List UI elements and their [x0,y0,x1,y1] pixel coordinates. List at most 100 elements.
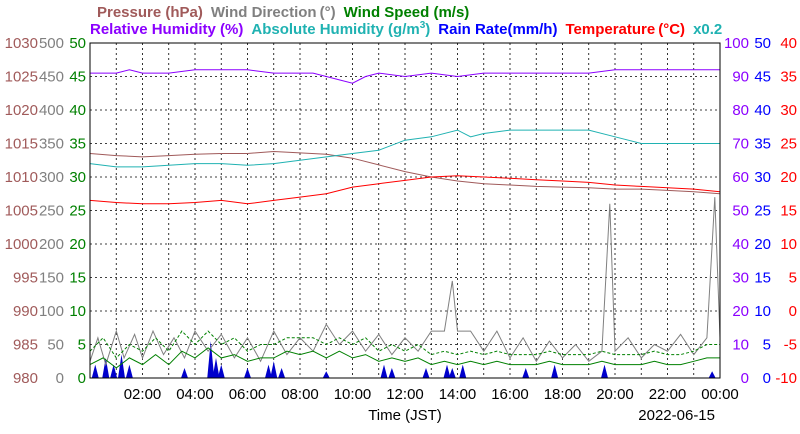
rain-rate-series [91,341,716,378]
legend-entry-close: ) [425,21,430,38]
rain-rate-spike [181,367,188,378]
tick-label-temperature: -10 [775,370,797,387]
tick-label-wind-direction: 250 [39,203,64,220]
rain-rate-spike [278,367,286,378]
legend-entry: Absolute Humidity (g/m [251,21,419,38]
legend-entry-unit: (°) [320,4,336,21]
series-lines [89,69,721,369]
x-tick-label: 02:00 [124,386,162,403]
tick-label-wind-speed: 30 [69,169,86,186]
tick-label-wind-speed: 35 [69,136,86,153]
tick-label-rain-rate: 5 [763,337,771,354]
legend-entry: Relative Humidity (%) [90,21,243,38]
rain-rate-spike [118,354,125,378]
legend-entry-sup: 3 [420,20,426,31]
rain-rate-spike [448,367,456,378]
tick-label-wind-speed: 20 [69,236,86,253]
tick-label-pressure: 980 [13,370,38,387]
tick-label-relative-humidity: 90 [732,69,749,86]
x-tick-label: 04:00 [176,386,214,403]
tick-label-pressure: 1025 [5,69,38,86]
tick-label-wind-speed: 5 [78,337,86,354]
tick-label-wind-speed: 45 [69,69,86,86]
series-line-wind-direction [89,197,721,367]
series-line-pressure-hpa [89,150,721,195]
tick-label-rain-rate: 15 [754,270,771,287]
tick-label-wind-speed: 25 [69,203,86,220]
rain-rate-spike [443,364,451,378]
tick-label-wind-direction: 350 [39,136,64,153]
rain-rate-spike [270,361,278,378]
legend-entry: Wind Speed (m/s) [344,4,470,21]
x-tick-label: 22:00 [649,386,687,403]
tick-label-wind-direction: 500 [39,35,64,52]
x-tick-label: 20:00 [596,386,634,403]
left-axes-ticks: 9809859909951000100510101015102010251030… [5,35,86,387]
tick-label-wind-direction: 450 [39,69,64,86]
tick-label-relative-humidity: 0 [741,370,749,387]
tick-label-temperature: 35 [780,69,797,86]
tick-label-pressure: 1020 [5,102,38,119]
tick-label-temperature: 30 [780,102,797,119]
rain-rate-spike [459,364,467,378]
tick-label-temperature: -5 [784,337,797,354]
legend-entry: Temperature [565,21,655,38]
tick-label-wind-speed: 40 [69,102,86,119]
tick-label-relative-humidity: 50 [732,203,749,220]
tick-label-relative-humidity: 100 [724,35,749,52]
tick-label-rain-rate: 35 [754,136,771,153]
tick-label-wind-direction: 400 [39,102,64,119]
tick-label-wind-direction: 0 [56,370,64,387]
tick-label-temperature: 15 [780,203,797,220]
tick-label-pressure: 1030 [5,35,38,52]
tick-label-wind-direction: 200 [39,236,64,253]
rain-rate-spike [522,367,530,378]
tick-label-relative-humidity: 60 [732,169,749,186]
tick-label-pressure: 1015 [5,136,38,153]
tick-label-temperature: 0 [789,303,797,320]
x-tick-label: 10:00 [334,386,372,403]
series-line-absolute-humidity-x0-2 [89,129,720,168]
tick-label-rain-rate: 25 [754,203,771,220]
series-line-wind-speed-gust-dashed [89,330,720,359]
legend-entry-unit: (°C) [658,21,685,38]
rain-rate-spike [110,364,118,378]
tick-label-pressure: 990 [13,303,38,320]
series-line-wind-speed-m-s [89,347,720,369]
tick-label-wind-direction: 50 [47,337,64,354]
rain-rate-spike [125,364,133,378]
rain-rate-spike [265,364,272,378]
series-line-relative-humidity [90,69,720,84]
tick-label-rain-rate: 30 [754,169,771,186]
x-axis-label: Time (JST) [368,407,442,424]
tick-label-pressure: 1010 [5,169,38,186]
x-tick-label: 12:00 [386,386,424,403]
tick-label-wind-direction: 150 [39,270,64,287]
tick-label-relative-humidity: 40 [732,236,749,253]
tick-label-relative-humidity: 80 [732,102,749,119]
tick-label-pressure: 995 [13,270,38,287]
tick-label-wind-direction: 100 [39,303,64,320]
x-tick-label: 16:00 [491,386,529,403]
tick-label-temperature: 25 [780,136,797,153]
rain-rate-spike [380,364,388,378]
grid [90,43,720,378]
legend-line-2: Relative Humidity (%) Absolute Humidity (… [90,20,722,38]
tick-label-temperature: 10 [780,236,797,253]
tick-label-rain-rate: 10 [754,303,771,320]
x-tick-label: 06:00 [229,386,267,403]
tick-label-relative-humidity: 70 [732,136,749,153]
tick-label-rain-rate: 20 [754,236,771,253]
legend-entry: Pressure (hPa) [97,4,203,21]
tick-label-pressure: 1000 [5,236,38,253]
tick-label-wind-speed: 15 [69,270,86,287]
rain-rate-spike [551,364,559,378]
tick-label-wind-speed: 10 [69,303,86,320]
rain-rate-spike [207,341,215,378]
tick-label-temperature: 40 [780,35,797,52]
legend-entry: x0.2 [693,21,722,38]
legend-line-1: Pressure (hPa) Wind Direction (°) Wind Spee… [97,4,469,21]
tick-label-rain-rate: 0 [763,370,771,387]
x-tick-label: 00:00 [701,386,739,403]
